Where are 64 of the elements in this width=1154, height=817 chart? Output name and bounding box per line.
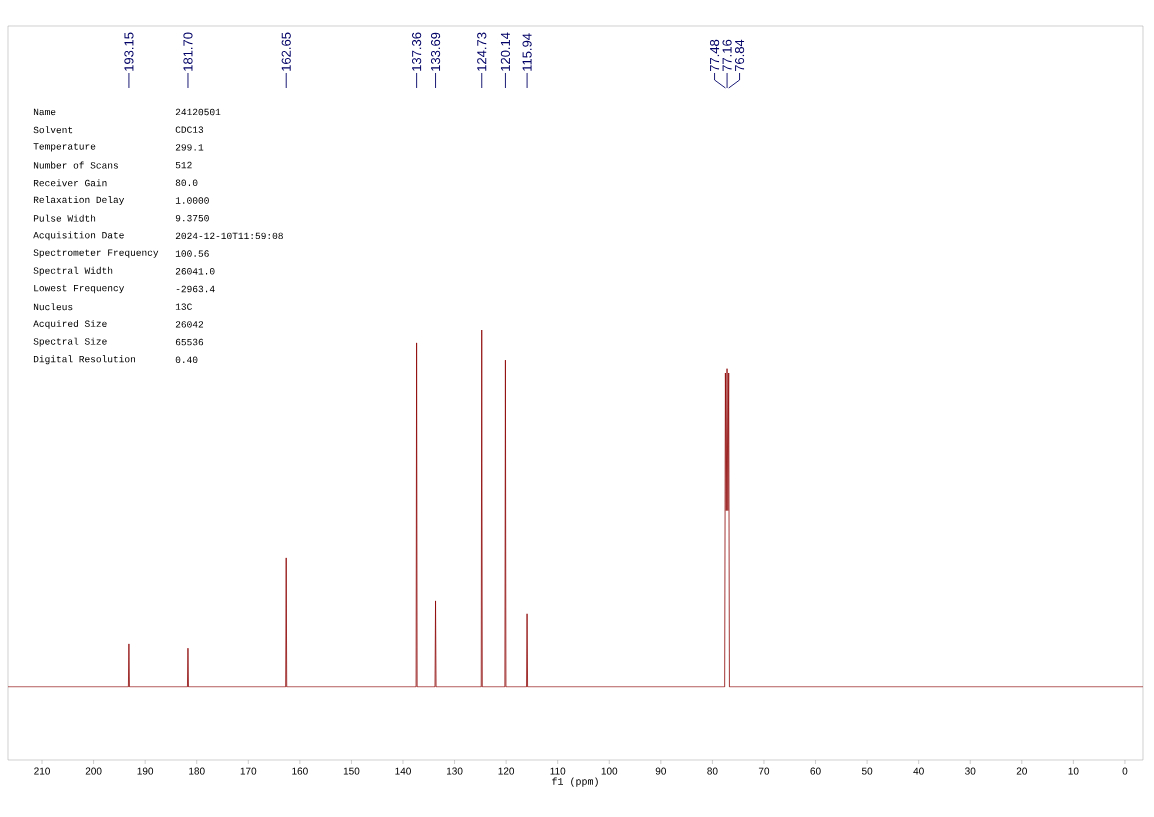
x-tick-label: 20: [1016, 767, 1027, 775]
x-tick-label: 30: [965, 767, 976, 775]
x-tick-label: 210: [34, 767, 50, 775]
text: 80.0: [175, 179, 198, 187]
annotation: 0.40: [175, 356, 198, 364]
x-tick-label: 90: [655, 767, 667, 775]
annotation: 181.70: [183, 32, 193, 71]
text: Relaxation Delay: [33, 196, 125, 205]
text: 100.56: [175, 250, 209, 257]
text: Solvent: [33, 126, 73, 134]
annotation: 120.14: [500, 32, 511, 71]
annotation: 77.48: [709, 39, 720, 72]
x-tick-label: 160: [292, 767, 308, 775]
x-tick-label: 70: [758, 767, 770, 775]
x-tick-label: 140: [395, 767, 411, 775]
annotation: 65536: [175, 338, 204, 346]
x-tick-label: 200: [85, 767, 102, 775]
text: CDC13: [175, 126, 204, 133]
text: Pulse Width: [33, 214, 96, 222]
annotation: 193.15: [124, 32, 134, 71]
x-tick-label: 190: [137, 767, 154, 775]
x-tick-label: 170: [240, 767, 257, 775]
text: Temperature: [33, 143, 96, 152]
text: Nucleus: [33, 303, 73, 311]
x-tick-label: 80: [707, 767, 718, 775]
text: Lowest Frequency: [34, 284, 125, 294]
annotation: 133.69: [430, 32, 441, 71]
x-tick-label: 60: [810, 767, 821, 775]
text: Acquisition Date: [33, 231, 124, 241]
text: Acquired Size: [33, 319, 107, 329]
annotation: 76.84: [734, 39, 745, 72]
x-tick-label: 40: [913, 767, 924, 775]
x-tick-label: 10: [1068, 767, 1079, 775]
x-tick-label: 150: [343, 767, 360, 775]
text: 26041.0: [175, 268, 215, 275]
annotation: 162.65: [281, 32, 291, 71]
x-tick-label: 180: [189, 767, 205, 775]
text: Receiver Gain: [33, 179, 107, 187]
x-tick-label: 0: [1122, 767, 1128, 775]
text: 24120501: [175, 108, 221, 116]
annotation: Spectral Size: [33, 337, 107, 347]
text: 1.0000: [175, 197, 209, 204]
x-tick-label: 110: [550, 767, 566, 775]
text: Name: [33, 108, 56, 116]
text: 9.3750: [175, 214, 209, 222]
x-tick-label: 130: [446, 767, 463, 775]
annotation: Digital Resolution: [33, 355, 135, 365]
x-tick-label: 100: [601, 767, 618, 775]
annotation: 124.73: [477, 32, 487, 71]
text: -2963.4: [176, 285, 215, 293]
text: 299.1: [175, 144, 204, 151]
text: Spectrometer Frequency: [33, 249, 159, 258]
annotation: 115.94: [522, 33, 532, 71]
x-axis-title: f1 (ppm): [552, 777, 598, 787]
text: 512: [175, 161, 192, 169]
x-tick-label: 120: [498, 767, 515, 775]
annotation: 137.36: [412, 32, 422, 71]
text: 26042: [175, 321, 204, 328]
text: Spectral Width: [33, 266, 113, 276]
text: 13C: [175, 303, 192, 310]
text: Number of Scans: [33, 161, 118, 169]
text: 2024-12-10T11:59:08: [175, 232, 283, 240]
annotation: 77.16: [722, 39, 732, 72]
x-tick-label: 50: [861, 767, 873, 775]
